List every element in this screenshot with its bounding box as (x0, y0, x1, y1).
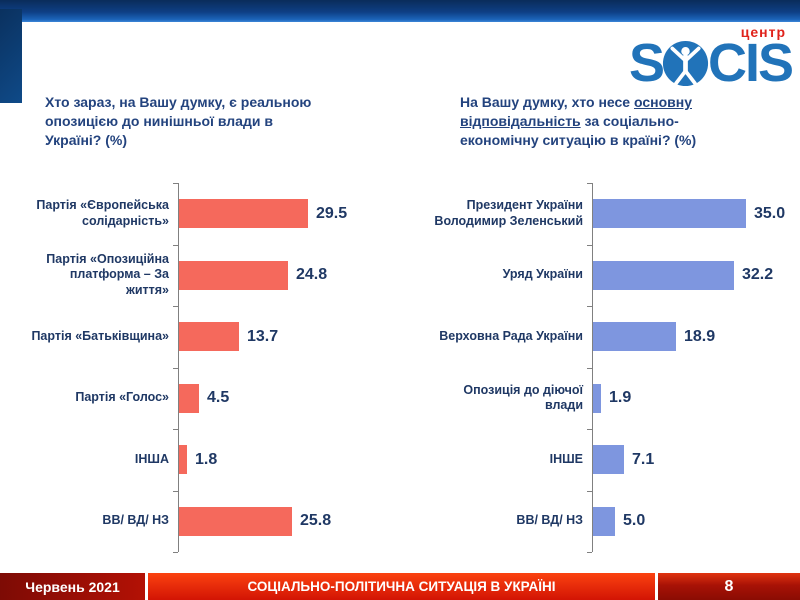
logo-letter-s: S (628, 33, 665, 93)
left-chart-title: Хто зараз, на Вашу думку, є реальною опоз… (45, 94, 312, 148)
plot-area: 7.1 (587, 429, 798, 491)
category-label: Партія «Європейська солідарність» (36, 198, 169, 228)
bar-row: ВВ/ ВД/ НЗ 25.8 (30, 490, 390, 553)
plot-area: 24.8 (173, 244, 390, 306)
plot-area: 32.2 (587, 244, 798, 306)
value-label: 29.5 (316, 204, 348, 222)
footer-separator (655, 573, 658, 600)
bar (179, 506, 292, 536)
bar-row: ІНШЕ 7.1 (424, 429, 798, 491)
bar (593, 199, 746, 229)
plot-area: 1.8 (173, 429, 390, 491)
bar (179, 199, 308, 229)
bar (593, 506, 615, 536)
value-label: 7.1 (632, 450, 655, 468)
category-label: Уряд України (502, 267, 583, 282)
category-label: Партія «Батьківщина» (31, 328, 169, 343)
plot-area: 5.0 (587, 490, 798, 553)
bar (179, 445, 187, 475)
bar-row: ВВ/ ВД/ НЗ 5.0 (424, 490, 798, 553)
plot-area: 25.8 (173, 490, 390, 553)
bar (593, 445, 624, 475)
footer-title: СОЦІАЛЬНО-ПОЛІТИЧНА СИТУАЦІЯ В УКРАЇНІ (148, 573, 655, 600)
top-banner (0, 0, 800, 22)
plot-area: 13.7 (173, 306, 390, 368)
bar-row: Партія «Європейська солідарність» 29.5 (30, 183, 390, 245)
left-accent-block (0, 9, 22, 103)
bar-row: Уряд України 32.2 (424, 244, 798, 306)
category-label: Партія «Опозиційна платформа – За життя» (46, 251, 169, 298)
right-chart-title: На Вашу думку, хто несе основну відповіда… (460, 94, 697, 148)
page-number: 8 (658, 573, 800, 600)
value-label: 24.8 (296, 266, 328, 284)
value-label: 18.9 (684, 327, 716, 345)
logo-wordmark: S CIS (612, 33, 794, 93)
bar-row: Верховна Рада України 18.9 (424, 306, 798, 368)
category-label: ВВ/ ВД/ НЗ (102, 513, 169, 528)
value-label: 13.7 (247, 327, 279, 345)
category-label: Президент України Володимир Зеленський (434, 198, 583, 228)
plot-area: 1.9 (587, 367, 798, 429)
bar (593, 383, 601, 413)
bar (593, 322, 676, 352)
opposition-bar-chart: Партія «Європейська солідарність» 29.5 Пар… (30, 183, 390, 553)
plot-area: 29.5 (173, 183, 390, 245)
value-label: 25.8 (300, 512, 332, 530)
logo-center-label: центр (740, 24, 786, 40)
logo-letters-cis: CIS (707, 33, 794, 93)
socis-logo: центр S CIS (612, 24, 794, 93)
footer-separator (145, 573, 148, 600)
value-label: 1.8 (195, 450, 218, 468)
category-label: ІНША (134, 451, 169, 466)
value-label: 4.5 (207, 389, 230, 407)
bar-row: Президент України Володимир Зеленський 35… (424, 183, 798, 245)
responsibility-bar-chart: Президент України Володимир Зеленський 35… (424, 183, 798, 553)
category-label: ВВ/ ВД/ НЗ (516, 513, 583, 528)
footer-date: Червень 2021 (0, 573, 145, 600)
bar-row: Партія «Опозиційна платформа – За життя»… (30, 244, 390, 306)
plot-area: 18.9 (587, 306, 798, 368)
bar (179, 260, 288, 290)
vitruvian-man-icon (662, 40, 709, 86)
bar (179, 383, 199, 413)
category-label: Верховна Рада України (439, 328, 583, 343)
value-label: 32.2 (742, 266, 774, 284)
category-label: Партія «Голос» (75, 390, 169, 405)
bar-row: Партія «Голос» 4.5 (30, 367, 390, 429)
bar-row: ІНША 1.8 (30, 429, 390, 491)
category-label: Опозиція до діючої влади (463, 382, 583, 413)
footer-bar: Червень 2021 СОЦІАЛЬНО-ПОЛІТИЧНА СИТУАЦІ… (0, 573, 800, 600)
plot-area: 4.5 (173, 367, 390, 429)
bar (593, 260, 734, 290)
bar (179, 322, 239, 352)
value-label: 35.0 (754, 204, 786, 222)
value-label: 1.9 (609, 389, 632, 407)
bar-row: Партія «Батьківщина» 13.7 (30, 306, 390, 368)
plot-area: 35.0 (587, 183, 798, 245)
category-label: ІНШЕ (549, 451, 583, 466)
bar-row: Опозиція до діючої влади 1.9 (424, 367, 798, 429)
value-label: 5.0 (623, 512, 646, 530)
